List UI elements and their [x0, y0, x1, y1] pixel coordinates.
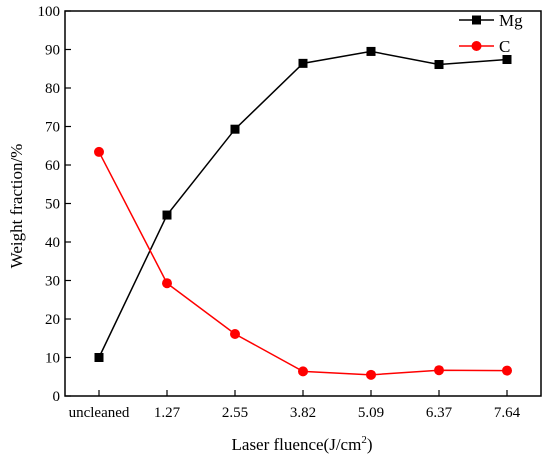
legend-item-mg: Mg [459, 11, 523, 30]
x-axis-title-main: Laser fluence(J/cm [232, 435, 362, 454]
y-tick-label: 0 [53, 389, 61, 405]
series-c [94, 146, 512, 380]
x-axis-title-superscript: 2 [361, 434, 367, 446]
series-line-c [98, 151, 508, 376]
y-tick-label: 10 [45, 351, 60, 367]
x-tick-label: 5.09 [358, 405, 384, 421]
y-tick-label: 40 [45, 235, 60, 251]
y-tick-label: 50 [45, 197, 60, 213]
x-tick-label: 7.64 [494, 405, 521, 421]
legend-label: C [499, 37, 510, 56]
series-layer [94, 46, 512, 380]
y-tick-label: 30 [45, 274, 60, 290]
y-tick-label: 80 [45, 81, 60, 97]
x-tick-label: 3.82 [290, 405, 316, 421]
legend-label: Mg [499, 11, 523, 30]
data-point-c [94, 146, 104, 157]
x-axis-ticks: uncleaned 1.27 2.55 3.82 5.09 6.37 7.64 [69, 390, 521, 421]
y-tick-label: 100 [38, 4, 61, 20]
x-tick-label: 6.37 [426, 405, 453, 421]
y-axis-ticks: 0 10 20 30 40 50 60 70 80 90 100 [38, 4, 71, 405]
y-axis-title: Weight fraction/% [7, 144, 26, 269]
data-point-c [366, 369, 376, 380]
data-point-mg [366, 46, 376, 56]
data-point-mg [230, 124, 240, 134]
data-point-mg [94, 353, 104, 362]
x-tick-label: uncleaned [69, 405, 130, 421]
legend-item-c: C [459, 37, 510, 56]
data-point-mg [162, 210, 172, 220]
legend-marker-circle [471, 41, 482, 51]
y-tick-label: 70 [45, 120, 60, 136]
legend: Mg C [459, 11, 523, 56]
data-point-mg [298, 58, 308, 68]
plot-area [64, 10, 542, 397]
series-line-mg [98, 50, 508, 358]
y-tick-label: 60 [45, 158, 60, 174]
y-tick-label: 20 [45, 312, 60, 328]
plot-border [64, 10, 542, 397]
x-axis-title: Laser fluence(J/cm2) [232, 434, 373, 454]
series-mg [94, 46, 512, 362]
data-point-c [434, 365, 444, 376]
data-point-c [162, 278, 172, 289]
data-point-c [230, 329, 240, 340]
x-tick-label: 2.55 [222, 405, 248, 421]
x-tick-label: 1.27 [154, 405, 181, 421]
data-point-mg [502, 55, 512, 65]
legend-marker-square [472, 15, 481, 25]
x-axis-title-end: ) [367, 435, 373, 454]
data-point-c [502, 365, 512, 376]
data-point-c [298, 366, 308, 377]
y-tick-label: 90 [45, 43, 60, 59]
data-point-mg [434, 60, 444, 70]
